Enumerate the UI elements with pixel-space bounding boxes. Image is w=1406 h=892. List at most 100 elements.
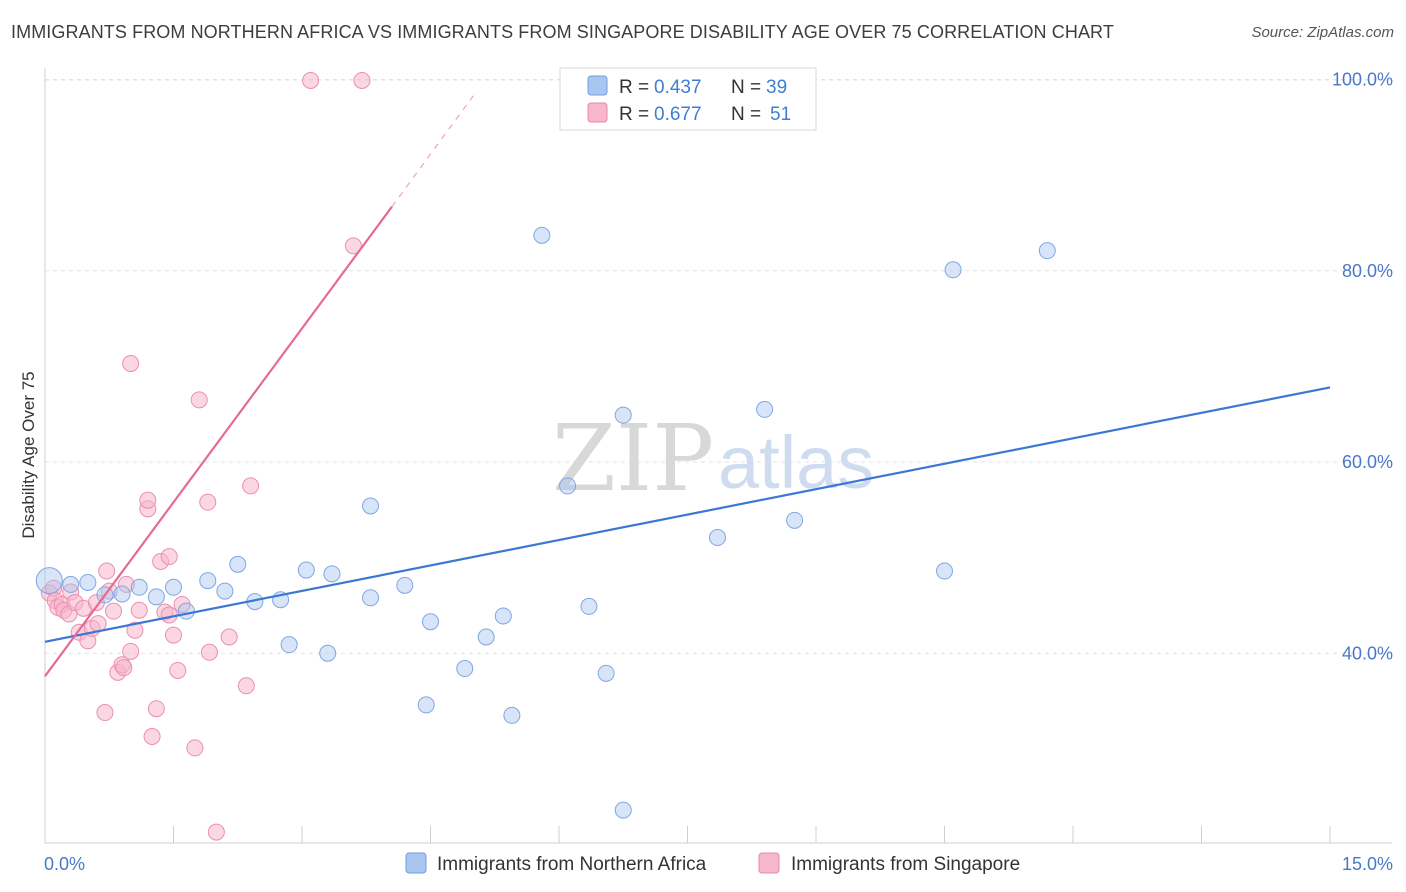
singapore-point-41 [200,643,218,661]
singapore-point-24 [122,355,140,373]
singapore-point-46 [302,71,320,89]
gridlines [45,79,1392,654]
legend-top: R = 0.437 N = 39 R = 0.677 N = 51 [559,67,817,131]
bottom-legend-swatch-blue [405,852,427,874]
northern-africa-point-33 [708,529,726,547]
northern-africa-point-31 [614,406,632,424]
singapore-point-44 [237,677,255,695]
bottom-legend-label-singapore: Immigrants from Singapore [791,854,1020,875]
northern-africa-point-27 [533,226,551,244]
northern-africa-point-34 [756,400,774,418]
y-axis-label: Disability Age Over 75 [19,371,38,538]
singapore-point-35 [165,626,182,644]
northern-africa-point-29 [580,597,598,615]
legend-r-label-2: R = [619,104,649,125]
singapore-point-16 [98,562,116,580]
singapore-point-22 [117,575,135,593]
northern-africa-point-25 [494,607,512,625]
northern-africa-point-26 [503,706,521,724]
northern-africa-point-17 [323,565,341,583]
northern-africa-point-28 [559,477,577,495]
northern-africa-point-6 [147,588,165,606]
singapore-point-33 [160,548,178,566]
singapore-point-42 [207,823,225,841]
singapore-point-27 [143,727,161,745]
northern-africa-point-0 [35,567,63,595]
legend-r-label-1: R = [619,77,649,98]
northern-africa-point-16 [319,644,337,662]
watermark: ZIP atlas [552,405,874,512]
singapore-point-30 [147,700,165,718]
northern-africa-point-19 [362,497,380,515]
northern-africa-point-23 [456,660,474,678]
northern-africa-point-9 [199,572,217,590]
northern-africa-point-14 [280,636,298,654]
singapore-point-26 [130,601,148,619]
northern-africa-point-22 [422,613,439,631]
singapore-point-38 [186,739,204,757]
northern-africa-point-15 [297,561,315,579]
northern-africa-point-35 [786,511,804,529]
y-tick-label-0: 40.0% [1342,643,1393,663]
x-tick-label-1: 15.0% [1342,854,1393,874]
trend-line-singapore-extension [391,95,474,208]
trend-line-northern-africa [44,386,1331,643]
singapore-point-45 [242,477,260,495]
chart-title: IMMIGRANTS FROM NORTHERN AFRICA VS IMMIG… [11,22,1114,42]
singapore-point-47 [344,237,362,255]
singapore-point-15 [96,704,114,722]
legend-n-label-1: N = [731,77,761,98]
northern-africa-point-32 [614,801,632,819]
legend-swatch-pink [587,102,608,123]
singapore-point-36 [169,661,187,679]
northern-africa-point-10 [216,582,234,600]
northern-africa-point-11 [229,555,247,573]
trend-lines [44,95,1331,677]
series-northern-africa-points [35,226,1056,819]
singapore-point-21 [115,659,133,677]
northern-africa-point-20 [396,576,414,594]
northern-africa-point-2 [79,573,97,591]
northern-africa-point-24 [477,628,495,646]
watermark-atlas: atlas [718,421,874,504]
northern-africa-point-8 [177,602,195,620]
singapore-point-40 [199,493,217,511]
northern-africa-point-21 [417,696,435,714]
legend-n-value-2: 51 [770,104,791,125]
singapore-point-18 [105,602,123,620]
northern-africa-point-36 [936,562,953,580]
legend-bottom: Immigrants from Northern Africa Immigran… [405,852,1020,875]
legend-swatch-blue [587,75,608,96]
y-tick-label-2: 80.0% [1342,261,1393,281]
x-tick-label-0: 0.0% [44,854,85,874]
axes [44,68,1392,844]
y-tick-labels: 40.0% 60.0% 80.0% 100.0% [1332,70,1393,664]
singapore-point-48 [353,71,371,89]
series-singapore-points [40,71,371,841]
bottom-legend-label-northern-africa: Immigrants from Northern Africa [437,854,707,875]
singapore-point-29 [139,491,157,509]
watermark-zip: ZIP [552,405,714,512]
trend-line-singapore [44,206,393,677]
y-tick-label-1: 60.0% [1342,452,1393,472]
legend-n-value-1: 39 [766,77,787,98]
singapore-point-23 [122,642,140,660]
northern-africa-point-18 [362,589,380,607]
northern-africa-point-30 [597,664,615,682]
northern-africa-point-1 [62,575,80,593]
y-tick-label-3: 100.0% [1332,70,1393,90]
singapore-point-39 [190,391,208,409]
legend-r-value-2: 0.677 [654,104,702,125]
northern-africa-point-7 [165,578,182,596]
singapore-point-43 [220,628,238,646]
bottom-legend-swatch-pink [758,852,780,874]
source-credit: Source: ZipAtlas.com [1251,24,1394,41]
northern-africa-point-4 [113,585,131,603]
x-tick-labels: 0.0% 15.0% [44,854,1393,874]
northern-africa-point-38 [1038,242,1056,260]
legend-n-label-2: N = [731,104,761,125]
legend-r-value-1: 0.437 [654,77,702,98]
singapore-point-25 [126,621,144,639]
northern-africa-point-37 [944,261,962,279]
